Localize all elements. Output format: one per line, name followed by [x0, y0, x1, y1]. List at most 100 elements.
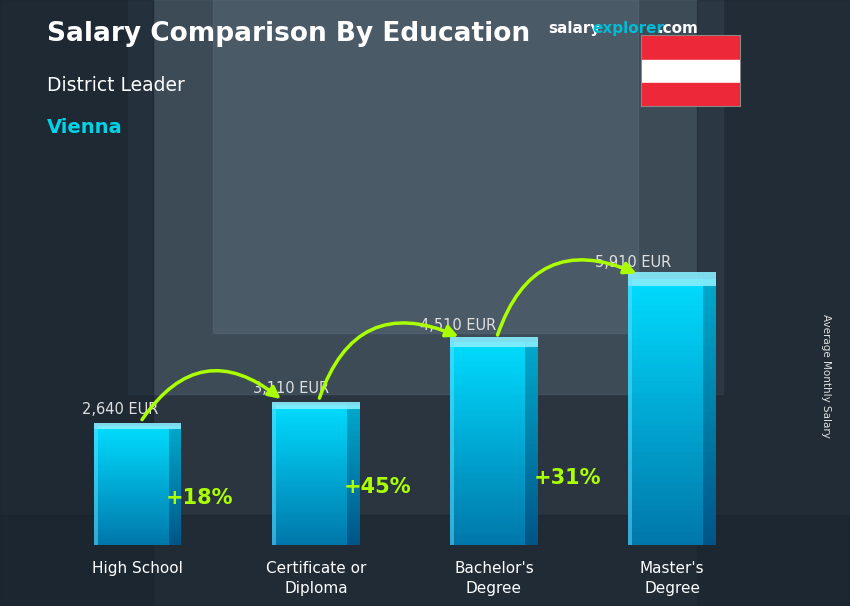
Bar [525, 420, 537, 424]
Bar [169, 496, 181, 498]
Bar [525, 342, 537, 345]
Bar [94, 452, 169, 454]
Bar [525, 522, 537, 525]
Bar [272, 441, 347, 442]
Bar [347, 538, 360, 541]
Bar [169, 480, 181, 482]
Bar [347, 442, 360, 445]
Bar [169, 460, 181, 462]
Bar [703, 324, 716, 328]
Bar [450, 478, 525, 481]
Bar [347, 459, 360, 461]
Bar [347, 489, 360, 491]
Bar [94, 450, 169, 452]
Bar [703, 465, 716, 470]
Bar [703, 359, 716, 364]
Bar [525, 413, 537, 417]
Bar [272, 482, 347, 485]
Bar [525, 532, 537, 535]
Bar [272, 422, 347, 424]
Bar [450, 461, 525, 464]
Bar [94, 524, 169, 525]
Text: 4,510 EUR: 4,510 EUR [420, 318, 496, 333]
Bar [525, 481, 537, 484]
Bar [94, 428, 169, 430]
Bar [628, 328, 703, 332]
Text: .com: .com [657, 21, 698, 36]
Bar [703, 364, 716, 368]
Bar [272, 445, 347, 447]
Bar [272, 454, 347, 457]
Bar [450, 515, 525, 518]
Bar [450, 488, 525, 491]
Bar [169, 486, 181, 488]
Bar [525, 505, 537, 508]
Bar [347, 494, 360, 496]
Bar [450, 494, 525, 498]
Bar [525, 501, 537, 505]
Bar [697, 0, 850, 606]
Bar [272, 402, 360, 409]
Bar [347, 417, 360, 419]
Bar [628, 319, 703, 324]
Bar [628, 390, 703, 395]
Bar [525, 515, 537, 518]
Bar [628, 519, 703, 523]
Bar [525, 498, 537, 501]
Bar [628, 541, 703, 545]
Bar [272, 478, 347, 480]
Bar [450, 447, 525, 450]
Bar [169, 508, 181, 510]
Bar [628, 279, 632, 545]
Bar [94, 458, 169, 460]
Bar [169, 502, 181, 504]
Bar [628, 532, 703, 536]
Bar [628, 359, 703, 364]
Bar [450, 454, 525, 458]
Bar [169, 454, 181, 456]
Bar [347, 480, 360, 482]
Bar [642, 60, 740, 82]
Bar [272, 428, 347, 431]
Bar [628, 273, 716, 286]
Bar [272, 464, 347, 466]
Bar [94, 530, 169, 531]
Bar [525, 542, 537, 545]
Bar [628, 332, 703, 337]
Bar [525, 430, 537, 434]
Bar [94, 478, 169, 480]
Bar [628, 364, 703, 368]
Bar [94, 486, 169, 488]
Bar [169, 468, 181, 470]
Bar [628, 465, 703, 470]
Bar [703, 292, 716, 297]
Bar [272, 508, 347, 510]
Bar [169, 544, 181, 545]
Bar [94, 490, 169, 492]
Text: Average Monthly Salary: Average Monthly Salary [821, 314, 831, 438]
Bar [525, 410, 537, 413]
Bar [703, 355, 716, 359]
Bar [272, 473, 347, 475]
Bar [347, 520, 360, 522]
Bar [272, 518, 347, 520]
Bar [347, 471, 360, 473]
Bar [347, 438, 360, 441]
Bar [347, 428, 360, 431]
Bar [347, 419, 360, 422]
Bar [525, 467, 537, 471]
Bar [169, 530, 181, 531]
Bar [703, 541, 716, 545]
Bar [94, 462, 169, 464]
Bar [169, 504, 181, 506]
Bar [525, 345, 537, 349]
Bar [525, 518, 537, 522]
Bar [272, 531, 347, 534]
Bar [272, 459, 347, 461]
Bar [703, 390, 716, 395]
Bar [450, 359, 525, 362]
Bar [628, 355, 703, 359]
Bar [169, 428, 181, 430]
Bar [272, 466, 347, 468]
Bar [525, 403, 537, 407]
